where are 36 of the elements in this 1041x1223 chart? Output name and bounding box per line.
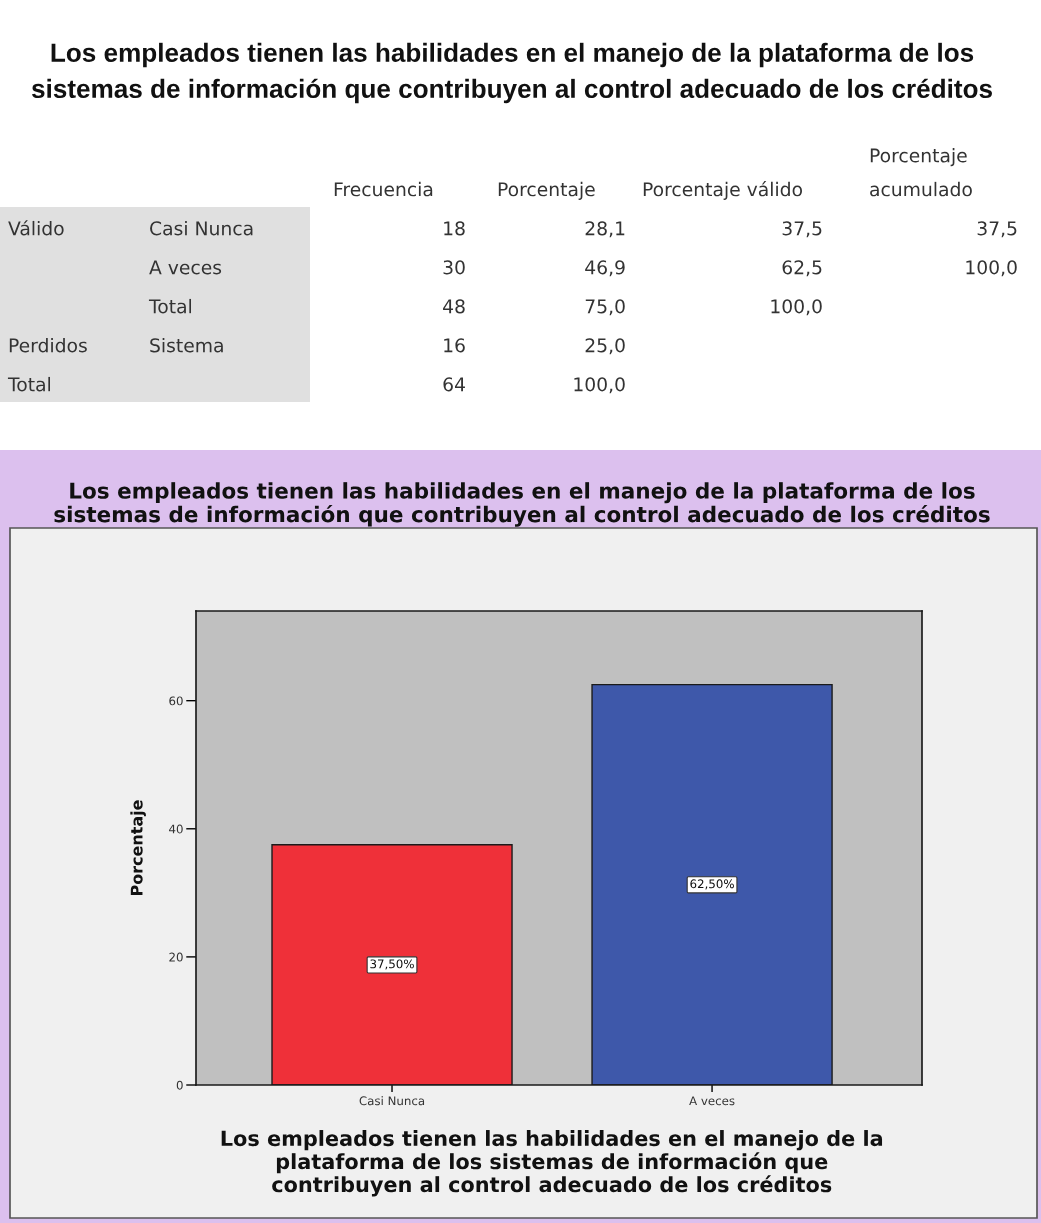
text: 25,0 — [585, 338, 625, 355]
text: 75,0 — [585, 299, 625, 316]
category-label: A veces — [149, 260, 222, 275]
text: 100,0 — [771, 299, 822, 316]
x-axis-title: Los empleados tienen las habilidades en el manejo de la plataforma de los sistemas de información que contribuyen al control adecuado de los créditos — [221, 1130, 883, 1197]
y-tick-label: 40 — [169, 824, 183, 834]
category-label: Porcentaje acumulado — [870, 148, 972, 197]
y-tick-label: 0 — [176, 1080, 183, 1090]
category-label: Porcentaje — [498, 181, 595, 200]
text: 18 — [444, 221, 465, 236]
text: 16 — [444, 338, 465, 353]
chart-title: Los empleados tienen las habilidades en el manejo de la plataforma de los sistemas de información que contribuyen al control adecuado de los créditos — [54, 482, 990, 527]
text: 100,0 — [966, 260, 1017, 277]
y-tick-label: 60 — [169, 696, 183, 706]
text: 37,5 — [977, 221, 1017, 238]
category-label: Frecuencia — [334, 181, 433, 197]
data-label: 37,50% — [370, 959, 414, 970]
text: 64 — [443, 377, 465, 392]
text: Los empleados tienen las habilidades en el manejo de la plataforma de los sistemas de información que contribuyen al control adecuado de los créditos — [31, 42, 992, 104]
category-label: Total — [7, 376, 51, 392]
text: 28,1 — [585, 221, 625, 238]
data-label: 62,50% — [690, 879, 734, 890]
y-tick-label: 20 — [169, 952, 183, 962]
text: 62,5 — [782, 260, 822, 277]
category-label: Casi Nunca — [150, 220, 253, 236]
y-axis-title: Porcentaje — [130, 800, 146, 896]
category-label: Total — [148, 298, 192, 314]
text: 37,5 — [782, 221, 822, 238]
text: 48 — [443, 299, 465, 314]
text: 100,0 — [574, 377, 625, 394]
category-label: Sistema — [150, 337, 223, 353]
category-label: Válido — [8, 220, 64, 236]
text: 46,9 — [585, 260, 625, 277]
category-label: Porcentaje válido — [643, 181, 803, 200]
category-label: Perdidos — [9, 337, 87, 353]
text: 30 — [443, 260, 465, 275]
